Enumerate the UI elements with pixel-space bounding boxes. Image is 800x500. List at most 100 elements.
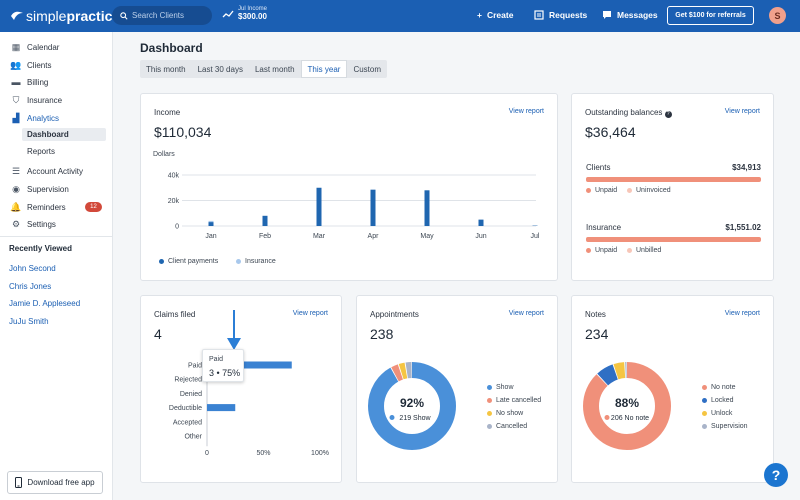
y-axis-label: Dollars xyxy=(153,151,175,158)
claims-total: 4 xyxy=(154,326,162,342)
view-report-link[interactable]: View report xyxy=(724,310,760,317)
tooltip-value: 3 • 75% xyxy=(209,368,241,378)
sidebar-item-insurance[interactable]: ⛉ Insurance xyxy=(11,95,63,105)
logo[interactable]: simple practice xyxy=(10,8,120,24)
tab-custom[interactable]: Custom xyxy=(353,64,381,74)
info-icon[interactable]: ? xyxy=(664,111,672,118)
sidebar-item-label: Settings xyxy=(27,219,56,229)
income-summary[interactable]: Jul Income $300.00 xyxy=(222,6,267,21)
calendar-icon: ▦ xyxy=(11,41,21,52)
legend-uninvoiced: Uninvoiced xyxy=(627,187,671,194)
bell-icon: 🔔 xyxy=(10,201,22,212)
bar-client-payments xyxy=(370,189,376,226)
x-tick-label: 100% xyxy=(311,450,329,457)
outstanding-balances-card: Outstanding balances ? View report $36,4… xyxy=(571,93,774,281)
insurance-balance-label: Insurance xyxy=(586,223,622,232)
legend-swatch xyxy=(702,398,707,403)
view-report-link[interactable]: View report xyxy=(508,310,544,317)
list-icon: ☰ xyxy=(11,165,21,176)
legend-label: Cancelled xyxy=(496,423,528,430)
x-tick-label: Feb xyxy=(259,233,271,240)
x-tick-label: Apr xyxy=(368,233,380,240)
sidebar-item-reminders[interactable]: 🔔 Reminders xyxy=(10,201,65,212)
insurance-balance-row: Insurance $1,551.02 xyxy=(586,223,761,232)
tab-last-month[interactable]: Last month xyxy=(254,64,295,74)
appointments-total: 238 xyxy=(370,326,394,342)
legend-swatch xyxy=(236,259,241,264)
y-tick-label: Denied xyxy=(180,391,202,398)
download-app-label: Download free app xyxy=(27,478,95,487)
bar-client-payments xyxy=(424,190,430,226)
insurance-balance-amount: $1,551.02 xyxy=(725,223,761,232)
trend-up-icon xyxy=(222,10,234,17)
legend-locked: Locked xyxy=(702,397,734,404)
tab-this-month[interactable]: This month xyxy=(146,64,186,74)
sidebar-item-label: Insurance xyxy=(27,95,63,105)
tab-this-year[interactable]: This year xyxy=(300,60,348,78)
sidebar-item-supervision[interactable]: ◉ Supervision xyxy=(11,184,69,194)
view-report-link[interactable]: View report xyxy=(292,310,328,317)
avatar[interactable]: S xyxy=(769,7,786,24)
message-icon xyxy=(603,11,611,19)
claims-bar xyxy=(207,361,292,369)
legend-swatch xyxy=(627,188,632,193)
sidebar-item-billing[interactable]: ▬ Billing xyxy=(11,77,49,87)
clients-balance-row: Clients $34,913 xyxy=(586,163,761,172)
x-tick-label: May xyxy=(420,233,434,240)
notes-total: 234 xyxy=(585,326,609,342)
income-chart: Dollars 0 20k 40k Jan Feb Mar Apr May Jun Jul xyxy=(153,151,540,240)
sidebar-item-clients[interactable]: 👥 Clients xyxy=(10,60,52,70)
sidebar-item-analytics[interactable]: ▟ Analytics xyxy=(11,113,59,123)
referral-button[interactable]: Get $100 for referrals xyxy=(667,6,754,25)
x-tick-label: Jun xyxy=(475,233,486,240)
sidebar-item-label: Calendar xyxy=(27,42,60,52)
tab-last-30-days[interactable]: Last 30 days xyxy=(197,64,243,74)
download-app-button[interactable]: Download free app xyxy=(7,471,103,494)
search-box[interactable] xyxy=(112,6,212,25)
y-tick-label: 0 xyxy=(175,224,179,231)
y-tick-label: Accepted xyxy=(173,419,202,426)
phone-icon xyxy=(15,477,23,488)
recent-client-link[interactable]: Chris Jones xyxy=(9,282,52,291)
recent-client-link[interactable]: JuJu Smith xyxy=(9,317,49,326)
legend-swatch xyxy=(586,188,591,193)
view-report-link[interactable]: View report xyxy=(508,108,544,115)
income-summary-value: $300.00 xyxy=(238,12,267,21)
y-tick-label: Other xyxy=(184,434,202,441)
balances-total: $36,464 xyxy=(585,124,636,140)
sidebar-item-label: Analytics xyxy=(27,113,60,123)
legend-swatch xyxy=(487,411,492,416)
help-button[interactable]: ? xyxy=(764,463,788,487)
search-icon xyxy=(120,11,128,20)
legend-unpaid: Unpaid xyxy=(586,187,617,194)
appointments-donut-chart: 92% 219 Show xyxy=(368,362,456,450)
requests-button[interactable]: Requests xyxy=(534,10,587,20)
donut-center-swatch xyxy=(604,415,610,420)
view-report-link[interactable]: View report xyxy=(724,108,760,115)
messages-button[interactable]: Messages xyxy=(602,10,658,20)
legend-unbilled: Unbilled xyxy=(627,247,661,254)
legend-label: Client payments xyxy=(168,258,219,265)
search-input[interactable] xyxy=(132,11,208,20)
bar-client-payments xyxy=(316,187,322,226)
claims-card: Claims filed View report 4 xyxy=(140,295,342,483)
create-button[interactable]: + Create xyxy=(477,10,513,20)
sidebar-subitem-dashboard[interactable]: Dashboard xyxy=(22,128,106,141)
requests-label: Requests xyxy=(549,10,588,20)
legend-label: Unlock xyxy=(711,410,733,417)
legend-label: Insurance xyxy=(245,258,276,265)
notes-card: Notes View report 234 No note Locked Unl… xyxy=(571,295,774,483)
donut-slice-no-note xyxy=(583,362,671,450)
donut-center-swatch xyxy=(389,415,395,420)
income-total: $110,034 xyxy=(154,124,212,140)
sidebar-item-account-activity[interactable]: ☰ Account Activity xyxy=(11,166,83,176)
sidebar-subitem-reports[interactable]: Reports xyxy=(27,147,56,156)
notes-donut-chart: 88% 206 No note xyxy=(583,362,671,450)
sidebar-item-settings[interactable]: ⚙ Settings xyxy=(11,219,56,229)
recently-viewed-heading: Recently Viewed xyxy=(9,244,72,253)
sidebar-item-calendar[interactable]: ▦ Calendar xyxy=(11,41,60,52)
recent-client-link[interactable]: Jamie D. Appleseed xyxy=(9,299,81,308)
recent-client-link[interactable]: John Second xyxy=(9,264,56,273)
sidebar-item-label: Clients xyxy=(27,60,52,70)
